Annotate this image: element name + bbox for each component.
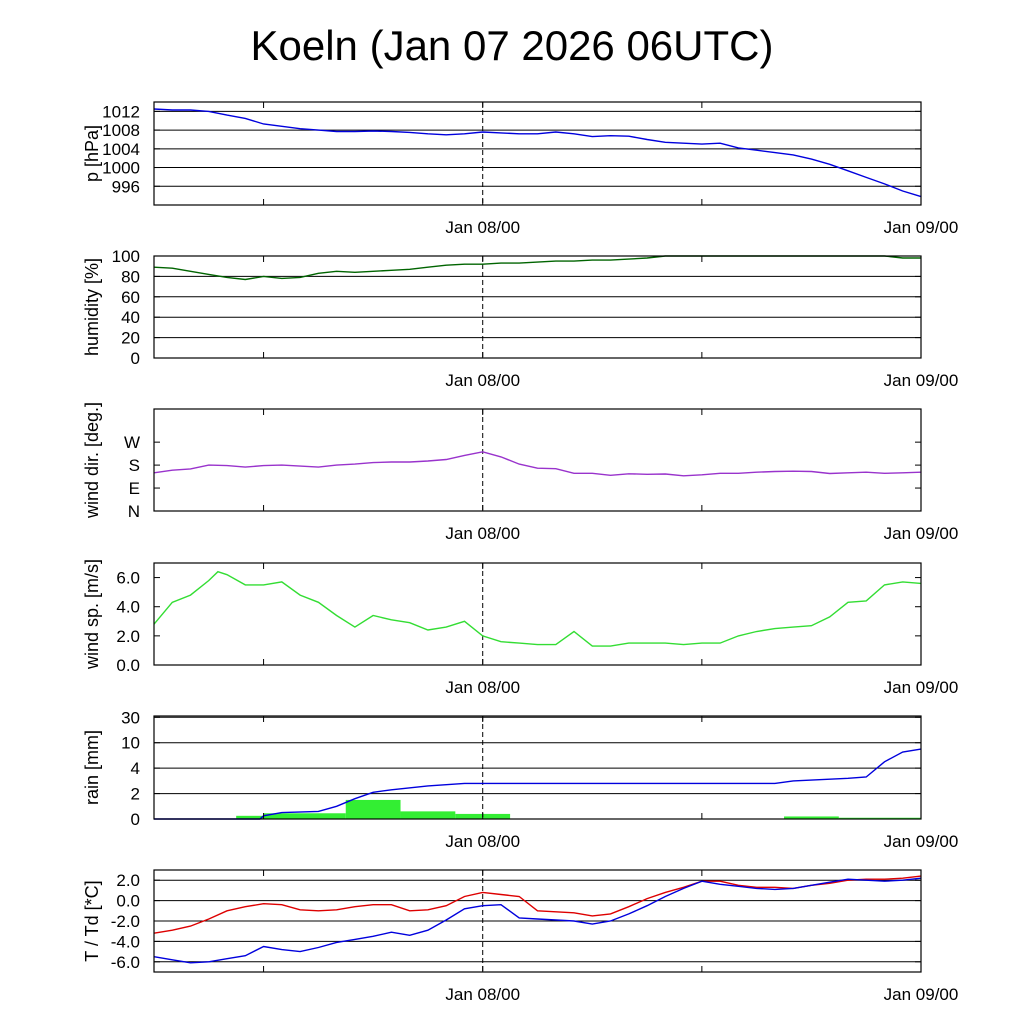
rain-xtick-label: Jan 08/00 xyxy=(445,832,520,851)
pressure-frame xyxy=(153,101,922,206)
rain-series-line-1 xyxy=(154,748,922,820)
pressure-series-line-1 xyxy=(153,108,922,198)
humidity-ytick-label: 20 xyxy=(121,329,140,348)
wind-speed-ytick-label: 0.0 xyxy=(116,656,140,675)
rain-ytick-label: 0 xyxy=(131,810,140,829)
temperature-series-line-2 xyxy=(153,877,922,964)
pressure-ytick-label: 1012 xyxy=(102,102,140,121)
wind-direction-xtick-label: Jan 08/00 xyxy=(445,524,520,543)
wind-speed-xtick-label: Jan 08/00 xyxy=(445,678,520,697)
temperature-series-line-1 xyxy=(153,875,922,934)
humidity-ytick-label: 100 xyxy=(112,247,140,266)
pressure-ytick-label: 1008 xyxy=(102,121,140,140)
temperature-ytick-label: -6.0 xyxy=(111,953,140,972)
rain-bar xyxy=(400,811,456,819)
temperature-axis-label: T / Td [*C] xyxy=(82,880,102,961)
wind-direction-ytick-label: E xyxy=(129,479,140,498)
wind-speed-xtick-label: Jan 09/00 xyxy=(884,678,959,697)
wind-direction-ytick-label: W xyxy=(124,433,140,452)
temperature-xtick-label: Jan 08/00 xyxy=(445,985,520,1004)
wind-direction-ytick-label: N xyxy=(128,502,140,521)
wind-speed-frame xyxy=(153,562,922,666)
pressure-xtick-label: Jan 08/00 xyxy=(445,218,520,237)
pressure-xtick-label: Jan 09/00 xyxy=(884,218,959,237)
wind-direction-series-line-1 xyxy=(153,451,922,477)
pressure-ytick-label: 996 xyxy=(112,177,140,196)
rain-bar xyxy=(838,817,921,819)
pressure-ytick-label: 1004 xyxy=(102,140,140,159)
wind-direction-ytick-label: S xyxy=(129,456,140,475)
temperature-xtick-label: Jan 09/00 xyxy=(884,985,959,1004)
rain-ytick-label: 30 xyxy=(121,708,140,727)
wind-speed-ytick-label: 4.0 xyxy=(116,598,140,617)
temperature-panel: -6.0 -4.0-2.00.0 2.0 T / Td [*C] Jan 08/00 Ja… xyxy=(82,869,959,1004)
pressure-ytick-label: 1000 xyxy=(102,159,140,178)
humidity-ytick-label: 0 xyxy=(131,349,140,368)
wind-direction-frame xyxy=(153,408,922,512)
rain-bar xyxy=(236,815,264,819)
humidity-ytick-label: 40 xyxy=(121,308,140,327)
chart-title: Koeln (Jan 07 2026 06UTC) xyxy=(250,22,774,69)
wind-speed-ytick-label: 6.0 xyxy=(116,569,140,588)
wind-speed-series-line-1 xyxy=(153,570,922,647)
rain-ytick-label: 4 xyxy=(131,759,140,778)
rain-bar xyxy=(345,799,401,819)
wind-speed-ytick-label: 2.0 xyxy=(116,627,140,646)
humidity-ytick-label: 60 xyxy=(121,288,140,307)
temperature-ytick-label: 2.0 xyxy=(116,871,140,890)
humidity-ytick-label: 80 xyxy=(121,267,140,286)
wind-direction-xtick-label: Jan 09/00 xyxy=(884,524,959,543)
temperature-ytick-label: -2.0 xyxy=(111,912,140,931)
rain-xtick-label: Jan 09/00 xyxy=(884,832,959,851)
wind-speed-axis-label: wind sp. [m/s] xyxy=(82,559,102,670)
rain-bar xyxy=(784,816,839,819)
rain-ytick-label: 2 xyxy=(131,785,140,804)
pressure-axis-label: p [hPa] xyxy=(82,125,102,182)
rain-ytick-label: 10 xyxy=(121,734,140,753)
humidity-xtick-label: Jan 09/00 xyxy=(884,371,959,390)
rain-panel: 0 2 4 10 30 rain [mm] Jan 08/00 Jan 09/00 xyxy=(82,708,958,851)
rain-axis-label: rain [mm] xyxy=(82,730,102,805)
wind-direction-axis-label: wind dir. [deg.] xyxy=(82,402,102,519)
temperature-ytick-label: -4.0 xyxy=(111,932,140,951)
wind-speed-panel: 0.0 2.0 4.0 6.0 wind sp. [m/s] Jan 08/00 Jan 0… xyxy=(82,559,958,697)
rain-frame xyxy=(153,715,922,820)
temperature-ytick-label: 0.0 xyxy=(116,892,140,911)
humidity-xtick-label: Jan 08/00 xyxy=(445,371,520,390)
humidity-axis-label: humidity [%] xyxy=(82,258,102,356)
humidity-frame xyxy=(153,255,922,359)
rain-bar xyxy=(263,813,346,819)
